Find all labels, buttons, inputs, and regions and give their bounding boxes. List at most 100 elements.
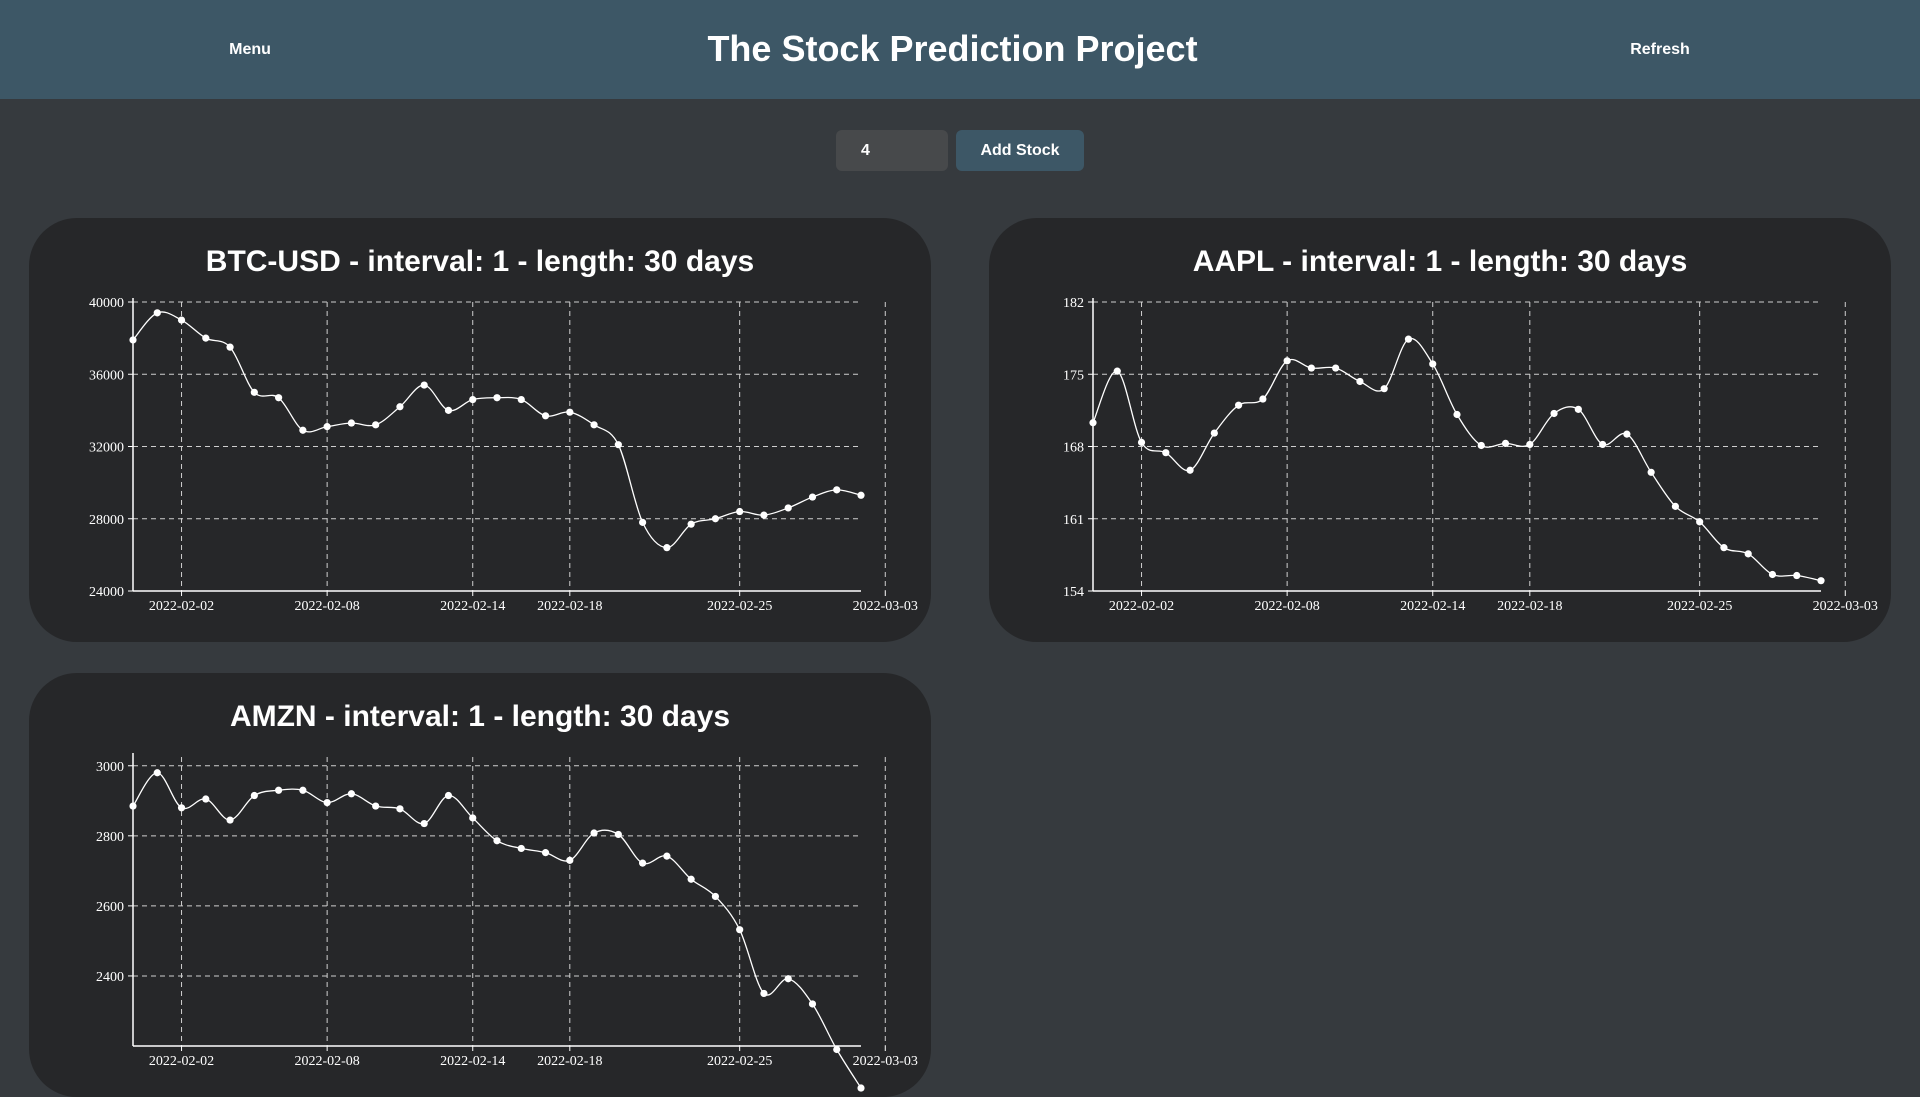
data-point (1526, 440, 1534, 449)
data-point (1186, 466, 1194, 474)
y-tick-label: 161 (1063, 513, 1084, 528)
data-point (517, 395, 525, 404)
y-tick-label: 168 (1063, 441, 1084, 456)
data-point (1113, 367, 1121, 375)
stock-card-aapl: 154 161 168 175 182 2022-02-02 2022-02-08 2022-… (989, 218, 1891, 642)
add-stock-button[interactable]: Add Stock (956, 130, 1084, 171)
data-point (153, 769, 161, 777)
data-point (639, 518, 647, 526)
series-line (132, 311, 862, 549)
series-line (132, 772, 862, 1089)
y-tick-label: 28000 (89, 513, 124, 528)
menu-button[interactable]: Menu (205, 36, 295, 64)
stock-card-btc: 24000 28000 32000 36000 40000 2022-02-02 2022-… (29, 218, 931, 642)
chart-aapl: 154 161 168 175 182 2022-02-02 2022-02-08 2022-… (1063, 296, 1878, 614)
stock-input[interactable] (836, 130, 948, 171)
data-point (226, 816, 234, 824)
data-point (323, 423, 331, 431)
data-point (226, 343, 234, 351)
data-point (275, 786, 283, 794)
data-point (1283, 357, 1291, 365)
data-point (857, 491, 865, 499)
x-tick-label: 2022-02-14 (440, 599, 505, 614)
y-tick-label: 2800 (96, 830, 124, 845)
y-tick-label: 36000 (89, 368, 124, 383)
card-title: AAPL - interval: 1 - length: 30 days (1192, 245, 1688, 278)
data-point (202, 334, 210, 342)
stock-card-amzn: 2400 2600 2800 3000 2022-02-02 2022-02-08 2022… (29, 673, 931, 1097)
data-point (444, 791, 453, 800)
data-point (1210, 429, 1218, 437)
data-point (396, 805, 404, 813)
x-tick-label: 2022-02-25 (707, 599, 772, 614)
x-tick-label: 2022-03-03 (853, 1054, 918, 1069)
data-point (566, 408, 574, 416)
data-point (1671, 502, 1680, 510)
data-point (372, 802, 380, 810)
data-point (129, 336, 137, 344)
data-point (808, 493, 817, 501)
data-point (590, 421, 598, 429)
data-point (177, 804, 186, 812)
data-point (323, 798, 331, 807)
data-point (129, 802, 137, 810)
x-tick-label: 2022-02-25 (707, 1054, 772, 1069)
y-tick-label: 40000 (89, 296, 124, 311)
data-point (1817, 577, 1825, 585)
data-point (614, 441, 622, 449)
x-tick-label: 2022-02-14 (1400, 599, 1465, 614)
y-tick-label: 32000 (89, 441, 124, 456)
data-point (590, 829, 598, 837)
y-tick-label: 175 (1063, 368, 1084, 383)
data-point (250, 388, 258, 396)
data-point (1089, 419, 1097, 427)
y-tick-label: 2400 (96, 970, 124, 985)
data-point (687, 875, 695, 883)
data-point (396, 403, 404, 411)
data-point (1501, 439, 1510, 448)
data-point (517, 844, 525, 853)
data-point (687, 520, 695, 528)
x-tick-label: 2022-02-02 (1109, 599, 1174, 614)
data-point (1720, 544, 1728, 552)
data-point (808, 1000, 817, 1008)
data-point (469, 814, 477, 822)
page-title: The Stock Prediction Project (707, 28, 1198, 69)
x-tick-label: 2022-02-08 (294, 1054, 359, 1069)
y-tick-label: 154 (1063, 585, 1084, 600)
data-point (614, 830, 622, 839)
data-point (1793, 571, 1801, 580)
data-point (299, 786, 307, 794)
card-title: AMZN - interval: 1 - length: 30 days (229, 700, 731, 733)
data-point (1162, 449, 1170, 457)
x-tick-label: 2022-02-25 (1667, 599, 1732, 614)
data-point (541, 849, 550, 857)
data-point (493, 837, 501, 845)
data-point (153, 309, 161, 317)
data-point (1380, 385, 1388, 393)
x-tick-label: 2022-02-08 (1254, 599, 1319, 614)
chart-btc: 24000 28000 32000 36000 40000 2022-02-02 2022-… (89, 296, 918, 614)
data-point (493, 394, 501, 402)
data-point (833, 1045, 841, 1054)
refresh-button[interactable]: Refresh (1610, 36, 1710, 64)
data-point (1332, 364, 1340, 372)
data-point (1404, 335, 1413, 343)
data-point (566, 856, 574, 864)
data-point (711, 892, 720, 901)
data-point (1356, 377, 1364, 386)
data-point (760, 989, 768, 998)
data-point (1599, 440, 1607, 449)
data-point (541, 412, 550, 420)
data-point (177, 316, 186, 324)
top-header: Menu The Stock Prediction Project Refres… (0, 0, 1920, 99)
data-point (857, 1084, 865, 1092)
y-tick-label: 182 (1063, 296, 1084, 311)
data-point (372, 421, 380, 429)
data-point (1647, 468, 1655, 476)
data-point (299, 426, 307, 434)
data-point (833, 486, 841, 494)
data-point (1696, 518, 1704, 526)
x-tick-label: 2022-02-18 (537, 599, 602, 614)
x-tick-label: 2022-02-08 (294, 599, 359, 614)
